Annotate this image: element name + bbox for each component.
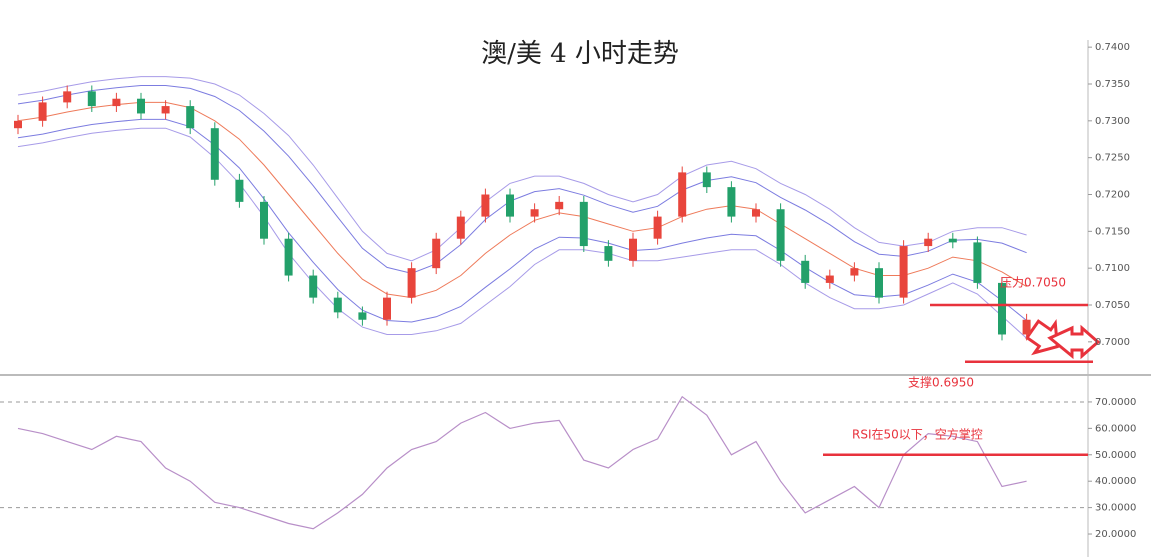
candle-body bbox=[161, 106, 170, 114]
candle-body bbox=[38, 102, 47, 121]
chart-title: 澳/美 4 小时走势 bbox=[481, 39, 679, 69]
candle-body bbox=[1022, 319, 1031, 335]
candle-body bbox=[87, 91, 96, 107]
line-series bbox=[17, 395, 1027, 530]
arrow-down bbox=[1024, 319, 1059, 356]
candle-body bbox=[235, 179, 244, 202]
y-tick-label: 60.0000 bbox=[1095, 423, 1136, 434]
y-tick-label: 0.7200 bbox=[1095, 189, 1130, 200]
y-tick-label: 0.7250 bbox=[1095, 153, 1130, 164]
candle-body bbox=[752, 209, 760, 217]
candle-body bbox=[309, 275, 318, 298]
candle-body bbox=[555, 201, 564, 210]
candle-body bbox=[14, 120, 22, 129]
candle-body bbox=[653, 216, 662, 239]
candle-body bbox=[579, 201, 588, 247]
candle-body bbox=[506, 194, 514, 217]
candle-body bbox=[284, 238, 293, 276]
candle-body bbox=[727, 187, 736, 217]
line-series bbox=[17, 118, 1027, 323]
candle-body bbox=[358, 312, 367, 320]
candle-body bbox=[456, 216, 465, 239]
candle-body bbox=[899, 246, 908, 298]
y-tick-label: 20.0000 bbox=[1095, 529, 1136, 540]
candle-body bbox=[948, 238, 957, 243]
candle-body bbox=[260, 201, 268, 239]
candle-body bbox=[678, 172, 687, 217]
y-tick-label: 70.0000 bbox=[1095, 397, 1136, 408]
arrow-double bbox=[1047, 324, 1101, 360]
y-tick-label: 40.0000 bbox=[1095, 476, 1136, 487]
candle-body bbox=[530, 209, 539, 217]
candle-body bbox=[186, 106, 195, 129]
annotation-text: 支撑0.6950 bbox=[908, 375, 974, 390]
candle-body bbox=[629, 238, 637, 261]
candle-body bbox=[825, 275, 834, 283]
candle-body bbox=[850, 268, 859, 276]
y-tick-label: 30.0000 bbox=[1095, 503, 1136, 514]
line-series bbox=[17, 76, 1027, 262]
candle-body bbox=[875, 268, 883, 298]
line-series bbox=[17, 101, 1027, 299]
y-tick-label: 0.7400 bbox=[1095, 42, 1130, 53]
candle-body bbox=[112, 98, 121, 107]
y-tick-label: 0.7300 bbox=[1095, 116, 1130, 127]
candle-body bbox=[137, 98, 145, 114]
annotation-text: RSI在50以下，空方掌控 bbox=[852, 427, 983, 442]
candle-body bbox=[383, 297, 391, 320]
y-tick-label: 0.7100 bbox=[1095, 263, 1130, 274]
y-tick-label: 0.7150 bbox=[1095, 226, 1130, 237]
candle-body bbox=[973, 242, 982, 283]
candle-body bbox=[210, 128, 219, 180]
y-tick-label: 0.7050 bbox=[1095, 300, 1130, 311]
candle-body bbox=[998, 282, 1006, 335]
candle-body bbox=[702, 172, 711, 188]
candle-body bbox=[604, 246, 613, 261]
candle-body bbox=[801, 260, 810, 283]
candle-body bbox=[481, 194, 490, 217]
annotation-text: 压力0.7050 bbox=[1000, 276, 1066, 290]
y-tick-label: 50.0000 bbox=[1095, 450, 1136, 461]
y-tick-label: 0.7350 bbox=[1095, 79, 1130, 90]
candle-body bbox=[333, 297, 342, 313]
y-tick-label: 0.7000 bbox=[1095, 337, 1130, 348]
candle-body bbox=[776, 209, 785, 261]
candle-body bbox=[432, 238, 441, 269]
line-series bbox=[17, 127, 1027, 339]
candle-body bbox=[924, 238, 933, 247]
double-arrow bbox=[1024, 319, 1101, 360]
candle-body bbox=[407, 268, 416, 298]
candle-body bbox=[63, 91, 72, 103]
line-series bbox=[17, 85, 1027, 274]
